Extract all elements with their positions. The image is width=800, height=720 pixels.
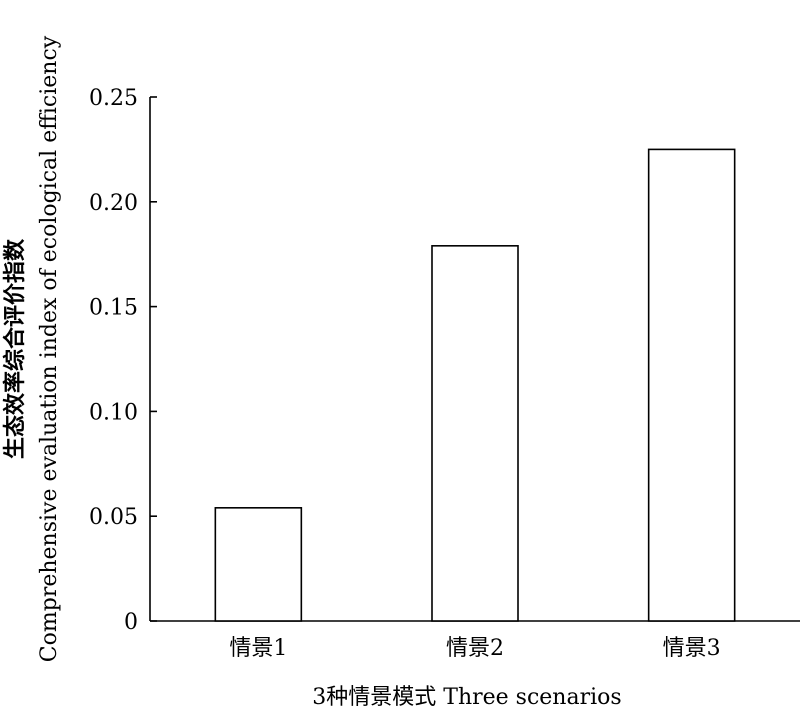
y-tick-label: 0.10 xyxy=(89,400,138,425)
x-axis-label: 3种情景模式 Three scenarios xyxy=(312,685,621,710)
y-tick-label: 0.05 xyxy=(89,505,138,530)
x-tick-label: 情景2 xyxy=(446,636,504,661)
x-tick-label: 情景1 xyxy=(229,636,287,661)
y-axis-label-cn: 生态效率综合评价指数 xyxy=(2,238,28,459)
y-axis-label-en: Comprehensive evaluation index of ecolog… xyxy=(37,35,62,662)
y-tick-label: 0.20 xyxy=(89,191,138,216)
x-tick-label: 情景3 xyxy=(663,636,721,661)
y-tick-label: 0 xyxy=(124,610,138,635)
y-tick-label: 0.25 xyxy=(89,86,138,111)
bar xyxy=(431,245,519,622)
y-tick-label: 0.15 xyxy=(89,296,138,321)
labels: 0 0.05 0.10 0.15 0.20 0.25 情景1 情景2 情景3 3种情景模式 Thr… xyxy=(2,35,721,710)
bar xyxy=(647,148,736,622)
bars xyxy=(214,148,736,622)
bar xyxy=(214,507,303,622)
